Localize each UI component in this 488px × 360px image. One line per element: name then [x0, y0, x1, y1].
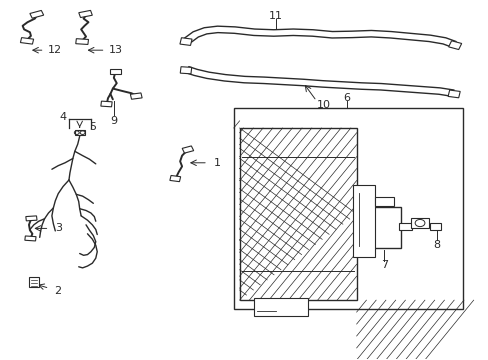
- Polygon shape: [101, 101, 112, 107]
- Polygon shape: [410, 218, 428, 228]
- Polygon shape: [29, 277, 39, 287]
- Polygon shape: [110, 69, 121, 74]
- Polygon shape: [75, 130, 84, 135]
- Text: 4: 4: [60, 112, 66, 122]
- Polygon shape: [30, 10, 43, 18]
- Polygon shape: [182, 146, 193, 153]
- Text: 1: 1: [214, 158, 221, 168]
- Polygon shape: [180, 67, 191, 74]
- Polygon shape: [169, 175, 180, 182]
- Text: 5: 5: [89, 122, 96, 132]
- Text: 11: 11: [269, 11, 283, 21]
- Polygon shape: [20, 37, 34, 44]
- Text: 7: 7: [380, 260, 387, 270]
- Text: 13: 13: [109, 45, 123, 55]
- Polygon shape: [26, 216, 37, 221]
- Polygon shape: [374, 197, 393, 206]
- Bar: [352, 185, 374, 257]
- Polygon shape: [130, 93, 142, 99]
- Text: 6: 6: [343, 93, 350, 103]
- Polygon shape: [79, 10, 92, 18]
- Polygon shape: [76, 39, 88, 45]
- Text: 2: 2: [54, 286, 61, 296]
- Bar: [254, 298, 307, 316]
- Bar: [368, 207, 400, 248]
- Text: 3: 3: [55, 224, 61, 233]
- Text: 10: 10: [316, 100, 330, 111]
- Polygon shape: [399, 223, 411, 230]
- Polygon shape: [447, 90, 459, 98]
- Polygon shape: [447, 41, 461, 50]
- Polygon shape: [429, 224, 440, 230]
- Text: 12: 12: [48, 45, 62, 55]
- Text: 9: 9: [110, 116, 117, 126]
- Bar: [233, 108, 462, 309]
- Polygon shape: [25, 236, 36, 241]
- Polygon shape: [180, 38, 192, 45]
- Bar: [239, 128, 356, 300]
- Text: 8: 8: [433, 239, 440, 249]
